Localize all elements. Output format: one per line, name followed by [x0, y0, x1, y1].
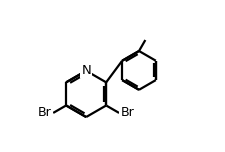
Text: Br: Br [38, 106, 52, 119]
Text: N: N [81, 64, 91, 76]
Text: Br: Br [120, 106, 134, 119]
